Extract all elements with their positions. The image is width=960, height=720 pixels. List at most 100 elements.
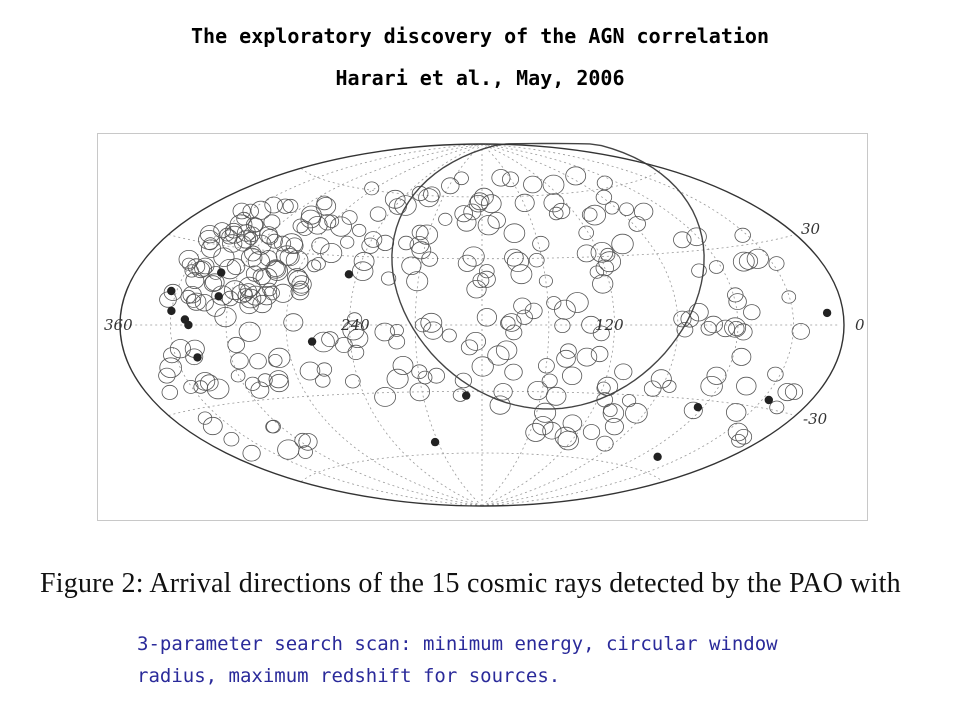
coordinate-grid (120, 143, 840, 507)
agn-window-circle (598, 251, 622, 273)
agn-window-circle (727, 287, 744, 303)
agn-window-circle (307, 259, 322, 273)
agn-window-circle (205, 273, 225, 292)
agn-window-circle (562, 414, 583, 433)
agn-window-circle (581, 315, 601, 334)
agn-window-circle (318, 214, 337, 231)
agn-window-circle (203, 275, 223, 293)
agn-window-circle (582, 424, 601, 440)
agn-window-circle (473, 187, 494, 206)
agn-window-circle (510, 264, 533, 285)
agn-window-circle (516, 309, 533, 325)
agn-window-circle (296, 220, 314, 236)
cosmic-ray-event-dot (167, 306, 176, 316)
agn-window-circle (462, 246, 485, 267)
agn-window-circle (287, 268, 308, 287)
agn-window-circle (691, 263, 707, 278)
agn-window-circle (340, 235, 355, 249)
agn-window-circle (528, 252, 545, 268)
agn-window-circle (288, 270, 310, 290)
cosmic-ray-event-dot (822, 308, 832, 318)
agn-window-circle (602, 403, 618, 418)
agn-window-circle (735, 428, 753, 445)
agn-window-circle (230, 352, 249, 370)
agn-window-circle (662, 379, 677, 393)
agn-window-circle (590, 345, 609, 363)
agn-window-circle (237, 288, 253, 303)
agn-window-circle (268, 370, 289, 389)
agn-window-circle (257, 373, 273, 388)
agn-window-circle (457, 254, 477, 272)
agn-window-circle (527, 381, 549, 401)
agn-window-circle (243, 226, 261, 242)
agn-window-circle (364, 181, 380, 196)
agn-window-circle (487, 212, 506, 229)
agn-window-circle (545, 386, 567, 406)
agn-window-circle (364, 231, 383, 248)
cosmic-ray-event-dot (430, 437, 440, 447)
grid-meridian (225, 143, 483, 507)
agn-window-circle (418, 188, 440, 208)
agn-window-circle (242, 444, 261, 462)
agn-window-circle (335, 336, 353, 353)
agn-window-circle (728, 320, 745, 336)
agn-window-circle (236, 224, 256, 242)
agn-window-circle (523, 175, 543, 194)
agn-window-circle (244, 376, 261, 391)
agn-window-circle (239, 288, 262, 309)
agn-window-circle (276, 198, 294, 214)
agn-window-circle (543, 193, 565, 213)
agn-window-circle (239, 296, 259, 315)
agn-window-circle (272, 283, 294, 303)
agn-window-circle (542, 174, 565, 195)
agn-window-circle (514, 193, 535, 213)
agn-window-circle (676, 321, 694, 338)
agn-window-circle (417, 370, 433, 385)
agn-window-circle (277, 439, 300, 460)
agn-window-circle (298, 433, 318, 451)
agn-window-circle (728, 293, 747, 311)
agn-window-circle (185, 348, 204, 366)
agn-window-circle (700, 375, 723, 397)
agn-window-circle (316, 362, 333, 377)
cosmic-ray-event-dot (653, 452, 662, 461)
agn-window-circle (777, 383, 798, 402)
grid-meridian (169, 143, 483, 507)
agn-window-circle (268, 353, 283, 367)
agn-window-circle (504, 248, 524, 267)
agn-window-circle (250, 200, 272, 220)
cosmic-ray-event-dot (764, 395, 773, 405)
agn-window-circle (487, 345, 510, 366)
agn-window-circle (198, 230, 220, 250)
agn-window-circle (625, 402, 648, 424)
agn-window-circle (280, 233, 303, 254)
agn-window-circle (374, 322, 395, 342)
agn-window-circle (294, 432, 311, 448)
agn-window-circle (290, 283, 310, 301)
agn-window-circle (650, 369, 672, 389)
agn-window-circle (513, 297, 532, 315)
agn-window-circle (732, 251, 755, 272)
agn-window-circle (380, 271, 397, 286)
agn-window-circle (736, 376, 757, 396)
agn-window-circle (423, 186, 441, 203)
agn-window-circle (708, 260, 724, 274)
agn-window-circle (232, 202, 251, 220)
sky-map-figure: 360 240 120 0 30 -30 (97, 133, 868, 521)
agn-window-circle (266, 233, 283, 249)
cosmic-ray-event-dot (184, 320, 193, 330)
agn-window-circle (386, 368, 409, 389)
agn-window-circle (604, 417, 624, 436)
agn-window-circle (578, 225, 595, 241)
agn-window-circle (347, 344, 365, 360)
agn-window-circle (214, 307, 237, 328)
agn-window-circle (595, 259, 615, 277)
agn-window-circle (352, 261, 374, 281)
agn-window-circle (480, 194, 502, 214)
agn-window-circle (409, 236, 430, 254)
agn-window-circle (495, 340, 518, 361)
agn-window-circle (347, 312, 363, 327)
agn-window-circle (223, 432, 240, 447)
agn-window-circle (423, 321, 444, 340)
agn-window-circle (361, 237, 380, 254)
